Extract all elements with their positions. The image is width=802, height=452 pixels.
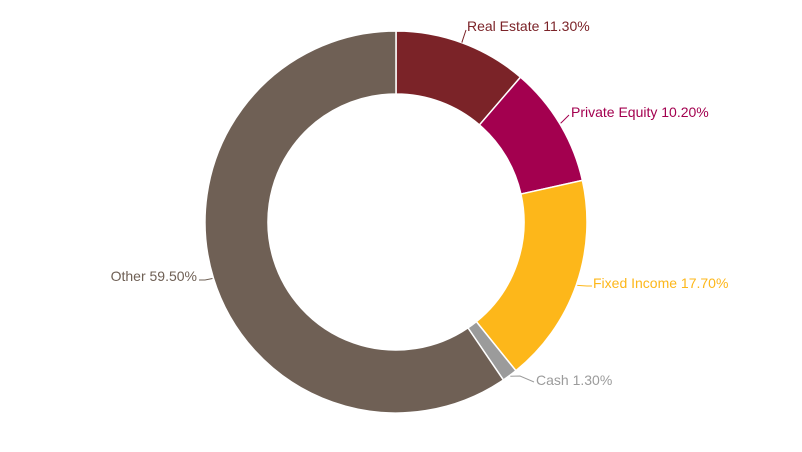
slice-label-other: Other 59.50% — [111, 268, 197, 284]
leader-line-fixed-income — [577, 284, 592, 287]
leaders-layer — [199, 29, 592, 383]
slice-label-cash: Cash 1.30% — [536, 372, 612, 388]
slice-other[interactable] — [204, 30, 505, 414]
slice-label-fixed-income: Fixed Income 17.70% — [593, 275, 728, 291]
slice-label-private-equity: Private Equity 10.20% — [571, 104, 709, 120]
leader-line-private-equity — [560, 114, 570, 124]
leader-line-real-estate — [461, 29, 467, 43]
leader-line-cash — [510, 375, 535, 383]
slices-layer — [204, 30, 588, 414]
slice-label-real-estate: Real Estate 11.30% — [467, 18, 590, 34]
labels-layer: Real Estate 11.30% Private Equity 10.20% F… — [111, 18, 729, 388]
leader-line-other — [199, 277, 213, 281]
